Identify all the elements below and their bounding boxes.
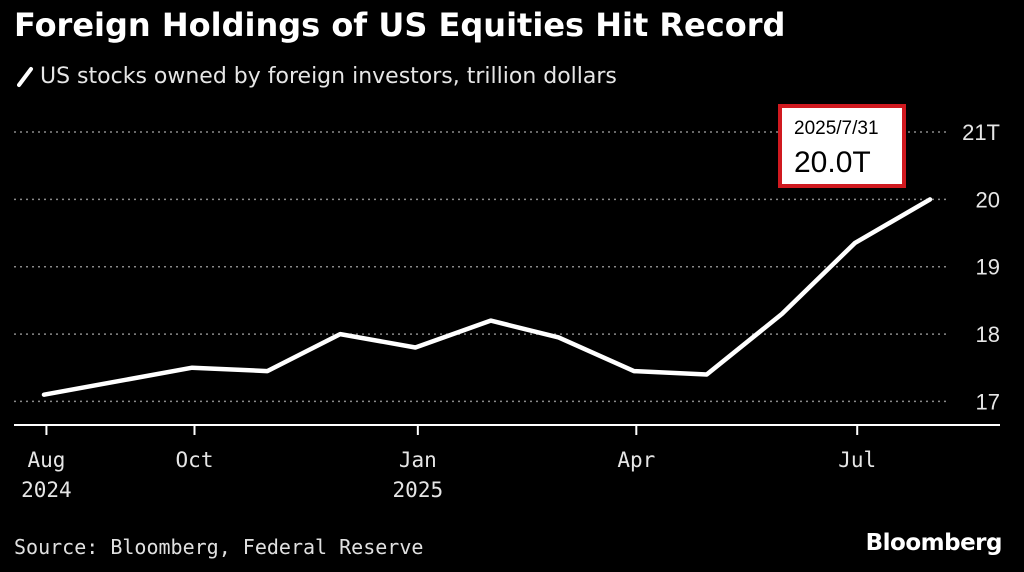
x-tick-label: Jul [838,448,876,472]
callout-value: 20.0T [794,146,871,179]
x-tick-year-label: 2024 [21,478,72,502]
y-tick-label: 19 [976,255,1000,280]
y-tick-label: 21T [962,120,1000,145]
y-tick-label: 18 [976,322,1000,347]
source-note: Source: Bloomberg, Federal Reserve [14,535,424,559]
x-tick-label: Jan [399,448,437,472]
series-line [41,197,933,397]
x-tick-label: Apr [617,448,655,472]
legend-line-icon [17,67,33,87]
chart-title: Foreign Holdings of US Equities Hit Reco… [14,6,786,44]
latest-value-callout: 2025/7/31 20.0T [778,104,906,188]
bloomberg-logo: Bloomberg [865,530,1003,556]
chart-subtitle: US stocks owned by foreign investors, tr… [40,64,617,89]
x-tick-label: Oct [176,448,214,472]
x-tick-label: Aug [27,448,65,472]
y-tick-label: 20 [976,187,1000,212]
callout-date: 2025/7/31 [794,118,879,139]
y-tick-label: 17 [976,389,1000,414]
x-tick-year-label: 2025 [393,478,444,502]
